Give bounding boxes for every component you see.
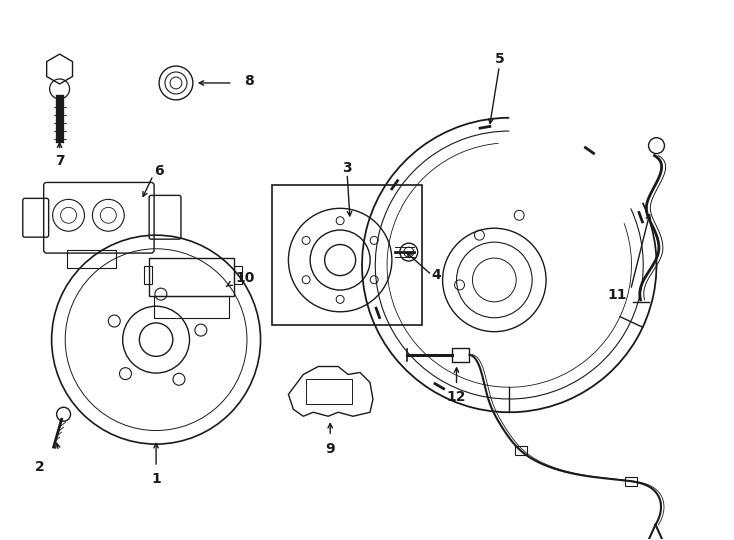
Bar [144, 266, 152, 284]
Text: 6: 6 [154, 164, 164, 178]
Text: 1: 1 [151, 472, 161, 486]
Bar [233, 266, 241, 284]
Text: 2: 2 [34, 460, 45, 474]
Bar [306, 380, 352, 404]
Bar [515, 446, 527, 455]
Text: 7: 7 [55, 153, 65, 167]
Text: 3: 3 [342, 160, 352, 174]
Text: 10: 10 [235, 271, 254, 285]
Bar [154, 296, 229, 318]
Text: 4: 4 [432, 268, 442, 282]
Bar [625, 477, 637, 486]
Bar [451, 348, 470, 361]
Text: 8: 8 [244, 74, 253, 88]
Text: 5: 5 [495, 52, 504, 66]
Text: 11: 11 [607, 288, 626, 302]
Bar [67, 250, 116, 268]
Text: 9: 9 [325, 442, 335, 456]
Text: 12: 12 [447, 390, 466, 404]
Bar [149, 258, 233, 296]
Bar [272, 185, 422, 325]
